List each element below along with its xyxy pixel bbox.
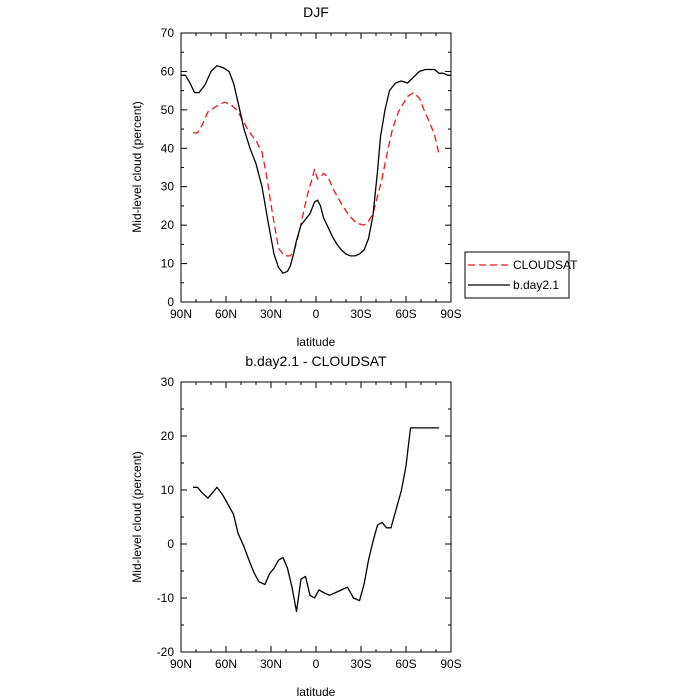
chart-bottom-ylabel: Mid-level cloud (percent) <box>130 451 144 582</box>
y-tick-label: 20 <box>161 218 175 232</box>
chart-top: DJF latitude Mid-level cloud (percent) 0… <box>130 4 462 349</box>
chart-top-xlabel: latitude <box>297 335 336 349</box>
chart-bottom-title: b.day2.1 - CLOUDSAT <box>245 353 387 369</box>
chart-top-series <box>181 65 451 274</box>
x-tick-label: 90N <box>170 657 192 671</box>
x-tick-label: 0 <box>313 307 320 321</box>
y-tick-label: 30 <box>161 180 175 194</box>
y-tick-label: 30 <box>161 375 175 389</box>
series-line-b-day2-1 <box>181 65 451 274</box>
x-tick-label: 60N <box>215 657 237 671</box>
y-tick-label: 60 <box>161 64 175 78</box>
y-tick-label: 40 <box>161 141 175 155</box>
series-line-cloudsat <box>193 91 440 257</box>
y-tick-label: -20 <box>157 645 175 659</box>
x-tick-label: 60S <box>395 307 416 321</box>
x-tick-label: 90S <box>440 657 461 671</box>
legend-box <box>464 251 570 299</box>
y-tick-label: 70 <box>161 26 175 40</box>
x-tick-label: 30S <box>350 657 371 671</box>
y-tick-label: 0 <box>167 537 174 551</box>
chart-top-title: DJF <box>303 4 329 20</box>
series-line-difference <box>193 427 439 613</box>
x-tick-label: 60S <box>395 657 416 671</box>
legend-label-bday: b.day2.1 <box>513 278 559 292</box>
legend: CLOUDSAT b.day2.1 <box>464 251 578 299</box>
x-tick-label: 60N <box>215 307 237 321</box>
x-tick-label: 30S <box>350 307 371 321</box>
x-tick-label: 30N <box>260 657 282 671</box>
y-tick-label: 20 <box>161 429 175 443</box>
x-tick-label: 90N <box>170 307 192 321</box>
x-tick-label: 90S <box>440 307 461 321</box>
chart-bottom-xlabel: latitude <box>297 685 336 699</box>
x-tick-label: 0 <box>313 657 320 671</box>
chart-top-ylabel: Mid-level cloud (percent) <box>130 101 144 232</box>
y-tick-label: 0 <box>167 295 174 309</box>
y-tick-label: 10 <box>161 257 175 271</box>
y-tick-label: 50 <box>161 103 175 117</box>
x-tick-label: 30N <box>260 307 282 321</box>
y-tick-label: 10 <box>161 483 175 497</box>
chart-top-ticks: 0 10 20 30 40 50 60 70 90N 60N 30N 0 30S 60S 90S <box>161 26 462 321</box>
chart-bottom: b.day2.1 - CLOUDSAT latitude Mid-level c… <box>130 353 462 699</box>
chart-bottom-series <box>193 427 439 613</box>
chart-top-frame <box>180 32 452 303</box>
legend-label-cloudsat: CLOUDSAT <box>513 258 578 272</box>
chart-bottom-ticks: -20 -10 0 10 20 30 90N 60N 30N 0 30S 60S 90S <box>157 375 462 671</box>
y-tick-label: -10 <box>157 591 175 605</box>
chart-bottom-frame <box>180 381 452 653</box>
